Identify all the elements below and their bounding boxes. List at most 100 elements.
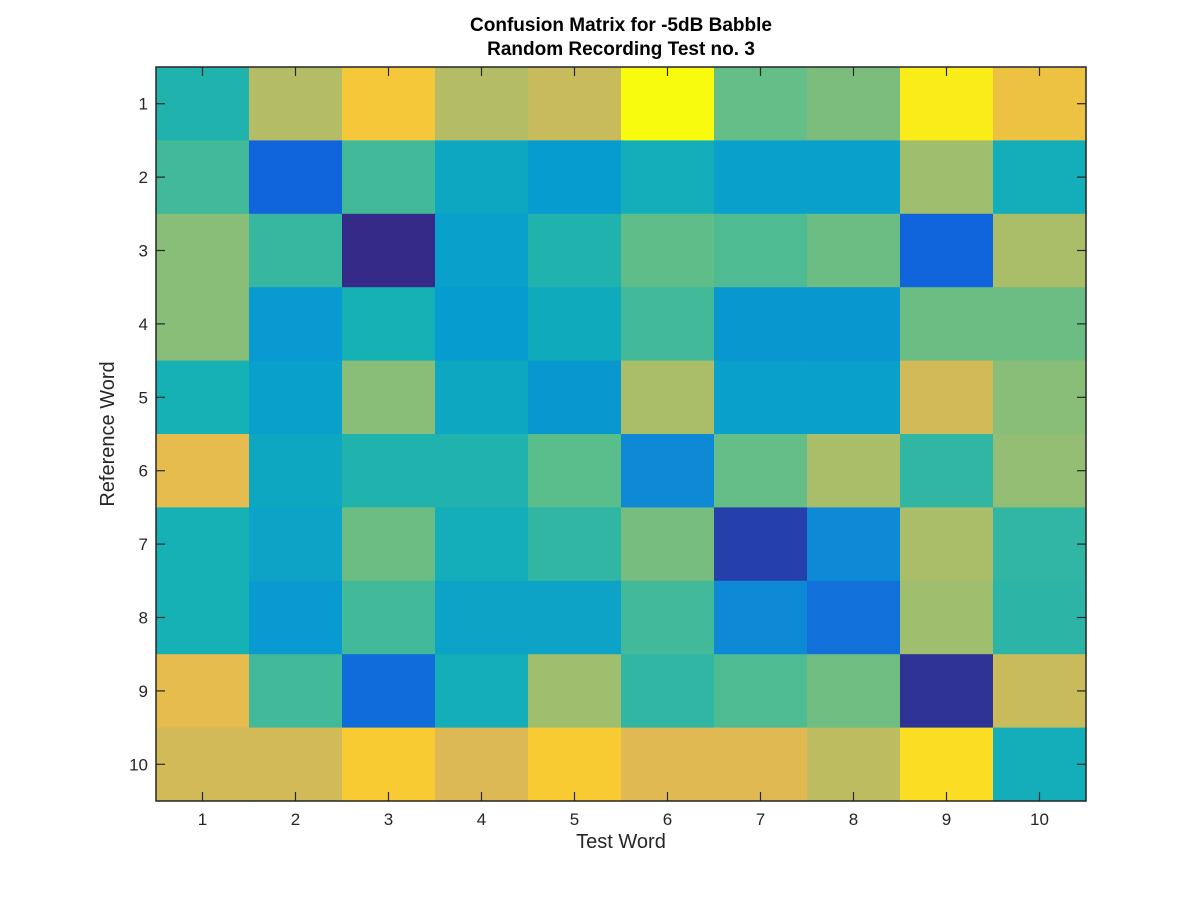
heatmap-cell	[249, 360, 343, 435]
heatmap-cell	[435, 580, 529, 655]
heatmap-cell	[342, 140, 436, 215]
heatmap-cell	[900, 580, 994, 655]
heatmap-cell	[993, 67, 1087, 141]
heatmap-cell	[528, 654, 622, 729]
heatmap-cell	[342, 507, 436, 582]
x-tick-label: 6	[663, 810, 672, 829]
heatmap-cell	[528, 140, 622, 215]
heatmap-cell	[249, 67, 343, 141]
y-tick-label: 4	[139, 315, 148, 334]
heatmap-cell	[249, 654, 343, 729]
heatmap-cell	[807, 67, 901, 141]
heatmap-cell	[900, 507, 994, 582]
heatmap-cell	[900, 654, 994, 729]
heatmap-cell	[807, 213, 901, 288]
heatmap-cell	[807, 360, 901, 435]
heatmap-cell	[900, 140, 994, 215]
heatmap-cell	[900, 360, 994, 435]
heatmap-cell	[900, 434, 994, 508]
heatmap-cell	[435, 67, 529, 141]
heatmap-cell	[435, 507, 529, 582]
heatmap-cell	[714, 580, 808, 655]
heatmap-cell	[900, 213, 994, 288]
y-axis-label: Reference Word	[97, 361, 119, 506]
heatmap-cell	[993, 434, 1087, 508]
heatmap-cell	[156, 727, 250, 802]
heatmap-cell	[528, 213, 622, 288]
heatmap-cell	[621, 507, 715, 582]
heatmap-cell	[528, 287, 622, 362]
heatmap-cell	[621, 140, 715, 215]
heatmap-cell	[714, 360, 808, 435]
x-tick-label: 9	[942, 810, 951, 829]
heatmap-cell	[993, 580, 1087, 655]
heatmap-cell	[435, 140, 529, 215]
heatmap-cell	[714, 287, 808, 362]
heatmap-cell	[993, 360, 1087, 435]
y-tick-label: 9	[139, 682, 148, 701]
heatmap-cell	[714, 213, 808, 288]
heatmap-cell	[342, 287, 436, 362]
heatmap-cell	[249, 580, 343, 655]
heatmap-cell	[342, 67, 436, 141]
heatmap-cell	[528, 580, 622, 655]
x-tick-label: 8	[849, 810, 858, 829]
heatmap-cell	[528, 727, 622, 802]
heatmap-cell	[156, 507, 250, 582]
heatmap-cell	[156, 434, 250, 508]
heatmap-cell	[435, 434, 529, 508]
heatmap-cell	[156, 580, 250, 655]
heatmap-cell	[342, 360, 436, 435]
y-tick-label: 7	[139, 535, 148, 554]
x-tick-label: 7	[756, 810, 765, 829]
y-tick-label: 2	[139, 168, 148, 187]
heatmap-cells	[156, 67, 1087, 802]
heatmap-cell	[900, 287, 994, 362]
x-tick-label: 5	[570, 810, 579, 829]
heatmap-cell	[342, 580, 436, 655]
heatmap-cell	[249, 507, 343, 582]
heatmap-cell	[900, 727, 994, 802]
heatmap-cell	[621, 580, 715, 655]
y-tick-label: 8	[139, 609, 148, 628]
heatmap-cell	[714, 507, 808, 582]
heatmap-cell	[435, 213, 529, 288]
y-tick-label: 5	[139, 388, 148, 407]
x-tick-label: 3	[384, 810, 393, 829]
x-tick-label: 4	[477, 810, 486, 829]
heatmap-cell	[342, 654, 436, 729]
y-tick-label: 10	[129, 755, 148, 774]
heatmap-cell	[621, 213, 715, 288]
heatmap-cell	[435, 654, 529, 729]
chart-subtitle: Random Recording Test no. 3	[487, 39, 755, 60]
heatmap-cell	[714, 67, 808, 141]
heatmap-cell	[621, 727, 715, 802]
axis-ticks: 1 2 3 4 5 6 7 8 9 10 1 2 3 4 5 6 7 8 9 10	[129, 67, 1086, 829]
x-tick-label: 1	[198, 810, 207, 829]
heatmap-cell	[156, 360, 250, 435]
heatmap-cell	[435, 360, 529, 435]
heatmap-cell	[993, 213, 1087, 288]
heatmap-cell	[156, 654, 250, 729]
heatmap-cell	[993, 287, 1087, 362]
heatmap-cell	[528, 360, 622, 435]
heatmap-cell	[900, 67, 994, 141]
heatmap-cell	[807, 580, 901, 655]
plot-frame	[155, 66, 1087, 802]
heatmap-cell	[342, 727, 436, 802]
heatmap-cell	[528, 434, 622, 508]
heatmap-cell	[249, 287, 343, 362]
heatmap-cell	[807, 287, 901, 362]
heatmap-cell	[807, 727, 901, 802]
x-tick-label: 2	[291, 810, 300, 829]
heatmap-cell	[621, 67, 715, 141]
heatmap-cell	[156, 67, 250, 141]
heatmap-cell	[714, 434, 808, 508]
heatmap-cell	[993, 140, 1087, 215]
x-tick-label: 10	[1030, 810, 1049, 829]
heatmap-cell	[249, 140, 343, 215]
heatmap-cell	[249, 727, 343, 802]
heatmap-cell	[621, 287, 715, 362]
heatmap-cell	[714, 727, 808, 802]
heatmap-cell	[993, 654, 1087, 729]
